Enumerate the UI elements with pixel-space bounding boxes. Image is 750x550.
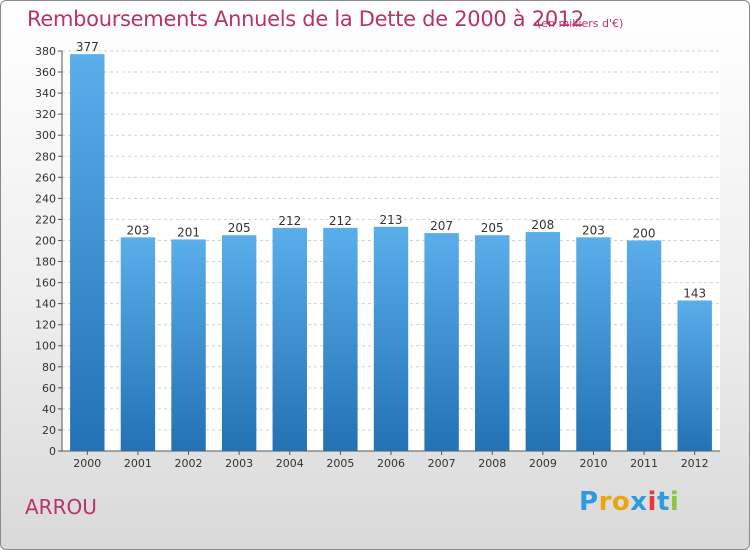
y-tick-label: 0: [49, 445, 56, 458]
commune-name: ARROU: [25, 495, 97, 519]
bar-2006: [373, 226, 409, 451]
x-tick-label-2003: 2003: [225, 457, 253, 470]
data-label-2001: 203: [126, 223, 149, 237]
y-tick-label: 180: [35, 256, 56, 269]
x-tick-label-2011: 2011: [630, 457, 658, 470]
data-label-2010: 203: [582, 223, 605, 237]
x-tick-label-2010: 2010: [579, 457, 607, 470]
logo-letter: o: [611, 487, 631, 517]
y-tick-label: 200: [35, 234, 56, 247]
y-tick-label: 360: [35, 66, 56, 79]
x-tick-label-2008: 2008: [478, 457, 506, 470]
x-tick-label-2009: 2009: [529, 457, 557, 470]
bar-2011: [626, 240, 662, 451]
bar-2005: [323, 227, 358, 451]
y-tick-label: 280: [35, 150, 56, 163]
x-tick-label-2001: 2001: [124, 457, 152, 470]
bar-2004: [272, 227, 307, 451]
data-label-2004: 212: [278, 214, 301, 228]
y-tick-label: 320: [35, 108, 56, 121]
bar-2009: [525, 232, 561, 451]
logo-letter: r: [598, 487, 612, 517]
bar-2001: [120, 237, 156, 451]
y-tick-label: 120: [35, 319, 56, 332]
y-tick-label: 60: [42, 382, 56, 395]
data-label-2009: 208: [531, 218, 554, 232]
x-tick-label-2007: 2007: [428, 457, 456, 470]
bars: [70, 54, 712, 451]
y-tick-label: 20: [42, 424, 56, 437]
y-tick-label: 240: [35, 192, 56, 205]
y-tick-label: 220: [35, 213, 56, 226]
logo-letter: x: [630, 487, 648, 517]
logo-letter: i: [647, 487, 657, 517]
chart-subtitle: (en milliers d'€): [537, 17, 624, 30]
y-tick-label: 340: [35, 87, 56, 100]
y-tick-label: 300: [35, 129, 56, 142]
x-tick-label-2012: 2012: [681, 457, 709, 470]
y-tick-label: 160: [35, 277, 56, 290]
bar-2010: [576, 237, 611, 451]
y-tick-label: 380: [35, 45, 56, 58]
bar-2007: [424, 233, 459, 451]
data-label-2012: 143: [683, 286, 706, 300]
x-tick-label-2000: 2000: [73, 457, 101, 470]
chart-title: Remboursements Annuels de la Dette de 20…: [27, 7, 584, 31]
labels: 0 20 40 60 80 100 120 140 160 180 200 220 240 260 280 3…: [35, 40, 709, 470]
x-tick-label-2002: 2002: [175, 457, 203, 470]
x-tick-label-2004: 2004: [276, 457, 304, 470]
y-tick-label: 80: [42, 361, 56, 374]
bar-2000: [70, 54, 105, 451]
bar-2012: [677, 300, 712, 451]
bar-2008: [475, 235, 510, 451]
data-label-2000: 377: [76, 40, 99, 54]
bar-2003: [221, 235, 257, 451]
data-label-2008: 205: [481, 221, 504, 235]
data-label-2005: 212: [329, 214, 352, 228]
x-tick-label-2006: 2006: [377, 457, 405, 470]
proxiti-logo[interactable]: Proxiti: [579, 487, 679, 517]
data-label-2006: 213: [380, 213, 403, 227]
y-tick-label: 40: [42, 403, 56, 416]
logo-letter: t: [656, 487, 670, 517]
logo-letter: i: [669, 487, 680, 517]
y-tick-label: 140: [35, 298, 56, 311]
logo-letter: P: [579, 487, 599, 517]
bar-2002: [171, 239, 206, 451]
y-tick-label: 260: [35, 171, 56, 184]
x-tick-label-2005: 2005: [326, 457, 354, 470]
y-tick-label: 100: [35, 340, 56, 353]
data-label-2003: 205: [228, 221, 251, 235]
data-label-2002: 201: [177, 225, 200, 239]
data-label-2007: 207: [430, 219, 453, 233]
data-label-2011: 200: [633, 226, 656, 240]
